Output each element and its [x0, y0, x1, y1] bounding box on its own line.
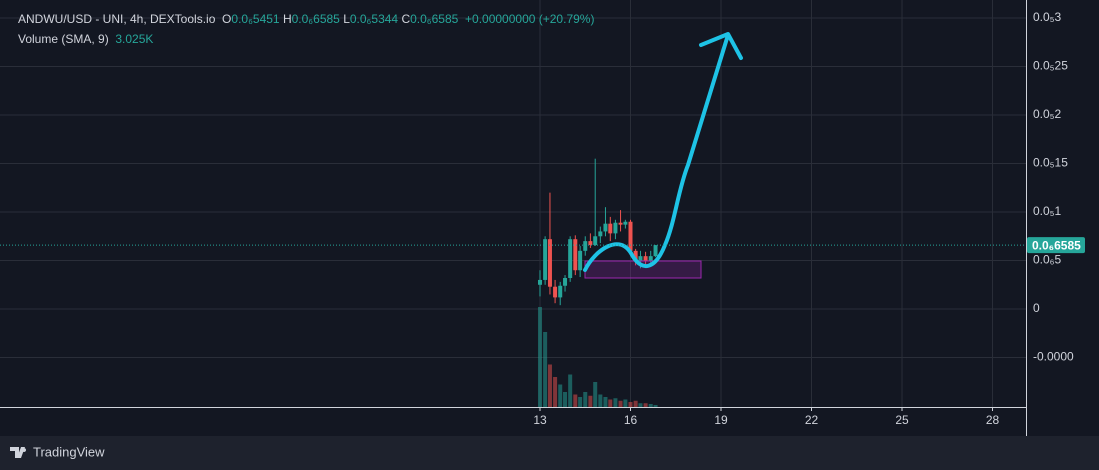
branding: TradingView [33, 444, 105, 459]
candle-body [593, 236, 598, 246]
candle-body [633, 250, 638, 261]
candle-body [608, 223, 613, 234]
candle-body [558, 285, 563, 298]
volume-bar [623, 399, 628, 407]
ohlc-label: C [401, 12, 411, 26]
candle-body [648, 256, 653, 262]
ohlc-label: O [222, 12, 232, 26]
candle-body [538, 279, 542, 285]
y-tick-label: 0.0₅3 [1033, 10, 1062, 24]
candle-body [543, 239, 548, 280]
y-tick-label: 0.0₅2 [1033, 107, 1062, 121]
candle-body [563, 277, 568, 286]
x-tick-label: 22 [805, 413, 819, 427]
volume-legend: Volume (SMA, 9) 3.025K [18, 32, 153, 46]
x-tick-label: 16 [624, 413, 638, 427]
y-tick-label: 0.0₅25 [1033, 59, 1068, 73]
ohlc-label: H [282, 12, 292, 26]
x-tick-label: 28 [986, 413, 1000, 427]
y-tick-label: 0 [1033, 301, 1040, 315]
volume-bar [573, 394, 578, 407]
y-tick-label: -0.0000 [1033, 350, 1074, 364]
candle-body [568, 239, 573, 278]
volume-bar [628, 402, 633, 407]
candle-body [578, 250, 583, 271]
candle-body [623, 221, 628, 225]
candle-body [628, 221, 633, 251]
volume-bar [588, 395, 593, 407]
y-tick-label: 0.0₅1 [1033, 204, 1062, 218]
volume-bar [593, 382, 598, 407]
ohlc-legend: ANDWU/USD - UNI, 4h, DEXTools.io O0.0₆54… [18, 12, 594, 26]
volume-bar [598, 394, 603, 407]
candle-body [583, 241, 588, 251]
candle-body [598, 231, 603, 237]
candle-body [653, 245, 658, 257]
volume-bar [543, 332, 548, 407]
candle-body [618, 222, 623, 225]
ohlc-value: 0.0₆5344 [349, 12, 399, 26]
volume-bar [608, 399, 613, 407]
x-tick-label: 13 [533, 413, 547, 427]
volume-bar [568, 374, 573, 407]
footer-bar [0, 436, 1099, 470]
arrow-drawing [583, 32, 743, 272]
volume-value: 3.025K [115, 32, 154, 46]
volume-title: Volume (SMA, 9) [18, 32, 109, 46]
candle-body [643, 256, 648, 262]
candle-body [603, 223, 608, 232]
ohlc-value: 0.0₆6585 [291, 12, 340, 26]
volume-bar [618, 400, 623, 407]
volume-bar [633, 400, 638, 407]
candle-body [613, 222, 618, 234]
volume-bar [583, 392, 588, 407]
volume-bar [613, 398, 618, 407]
ohlc-values: O0.0₆5451 H0.0₆6585 L0.0₆5344 C0.0₆6585 [222, 12, 462, 26]
symbol: ANDWU/USD - UNI, 4h, DEXTools.io [18, 12, 216, 26]
volume-bar [648, 404, 653, 407]
volume-bar [643, 403, 648, 407]
logo-icon [10, 447, 27, 458]
tradingview-logo: TradingView [10, 444, 105, 459]
last-price-label: 0.0₆6585 [1032, 238, 1081, 252]
volume-bar [638, 403, 643, 407]
volume-bar [563, 392, 568, 407]
candle-body [547, 239, 552, 287]
volume-bar [603, 397, 608, 407]
y-tick-label: 0.0₆5 [1033, 253, 1062, 267]
candle-body [553, 286, 558, 298]
volume-bar [547, 364, 552, 407]
volume-bar [553, 377, 558, 407]
change: +0.00000000 (+20.79%) [465, 12, 595, 26]
x-tick-label: 19 [714, 413, 728, 427]
ohlc-label: L [343, 12, 350, 26]
ohlc-value: 0.0₆6585 [410, 12, 459, 26]
candle-body [588, 241, 593, 246]
ohlc-value: 0.0₆5451 [231, 12, 280, 26]
candle-body [573, 239, 578, 271]
x-tick-label: 25 [895, 413, 909, 427]
volume-bar [578, 397, 583, 407]
last-price-tag [1027, 237, 1085, 254]
candle-body [638, 256, 643, 261]
volume-bar [653, 405, 658, 407]
volume-bar [538, 307, 542, 407]
y-tick-label: 0.0₅15 [1033, 156, 1068, 170]
volume-bar [558, 384, 563, 407]
